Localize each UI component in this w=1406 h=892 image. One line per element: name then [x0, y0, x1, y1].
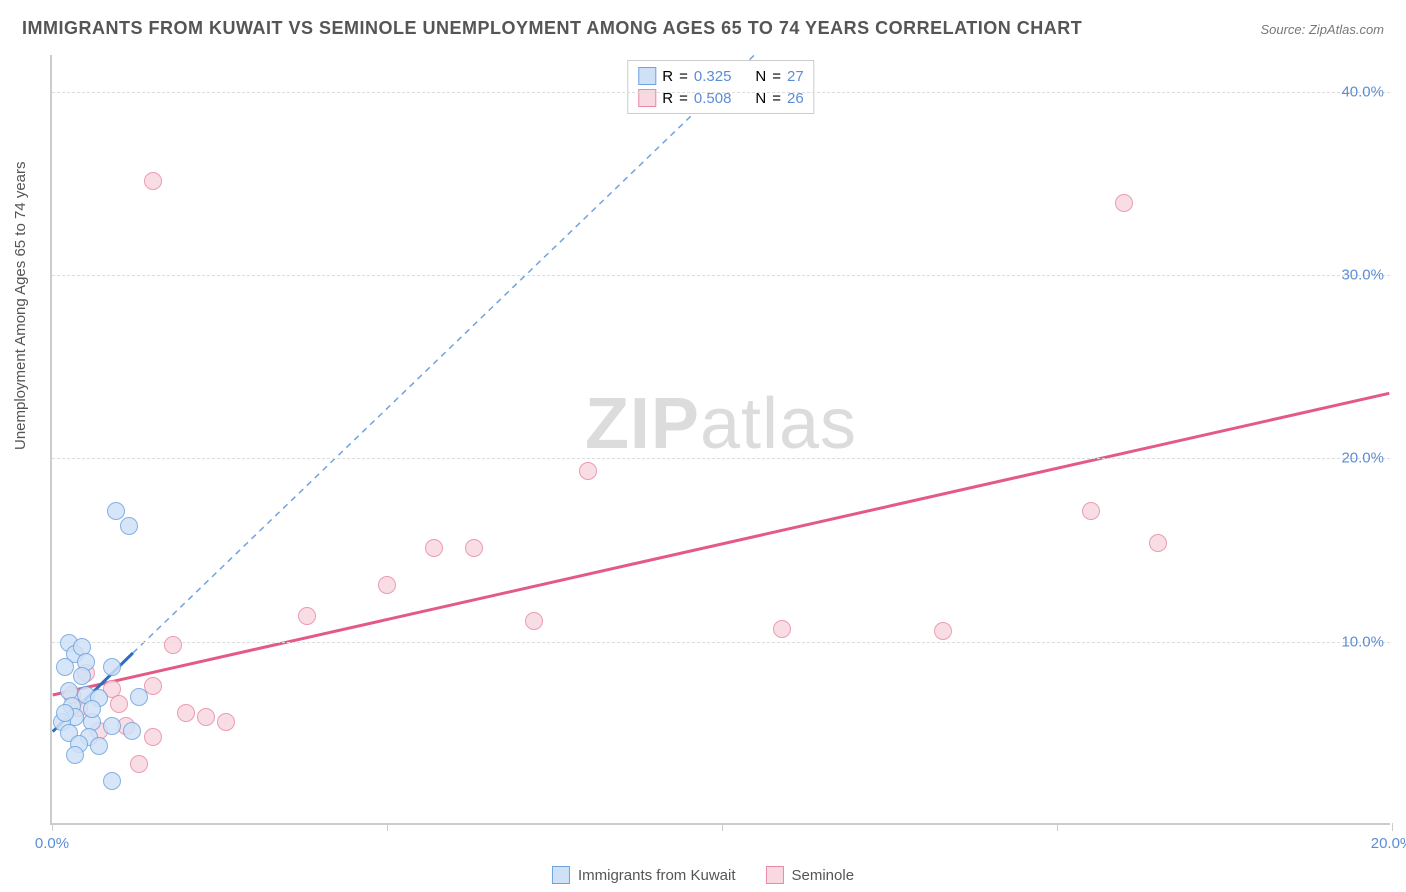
- kuwait-point: [56, 658, 74, 676]
- seminole-point: [130, 755, 148, 773]
- seminole-point: [465, 539, 483, 557]
- eq: =: [772, 68, 781, 85]
- legend-correlation: R = 0.325 N = 27 R = 0.508 N = 26: [627, 60, 814, 114]
- eq: =: [679, 68, 688, 85]
- kuwait-point: [130, 688, 148, 706]
- seminole-point: [579, 462, 597, 480]
- kuwait-point: [103, 717, 121, 735]
- ytick-label: 40.0%: [1341, 83, 1384, 100]
- chart-title: IMMIGRANTS FROM KUWAIT VS SEMINOLE UNEMP…: [22, 18, 1082, 39]
- seminole-point: [144, 172, 162, 190]
- trend-line: [133, 55, 754, 653]
- legend-item-seminole: Seminole: [766, 866, 855, 884]
- gridline: [52, 458, 1390, 459]
- gridline: [52, 275, 1390, 276]
- legend-label-seminole: Seminole: [792, 867, 855, 884]
- watermark: ZIPatlas: [585, 383, 857, 465]
- gridline: [52, 92, 1390, 93]
- seminole-point: [164, 636, 182, 654]
- trend-line: [53, 393, 1390, 695]
- kuwait-point: [103, 658, 121, 676]
- xtick-mark: [722, 823, 723, 831]
- seminole-point: [298, 607, 316, 625]
- xtick-mark: [1057, 823, 1058, 831]
- watermark-bold: ZIP: [585, 384, 700, 464]
- seminole-point: [1149, 534, 1167, 552]
- kuwait-point: [120, 517, 138, 535]
- r-value-kuwait: 0.325: [694, 68, 732, 85]
- seminole-point: [425, 539, 443, 557]
- seminole-point: [1082, 502, 1100, 520]
- gridline: [52, 642, 1390, 643]
- legend-row-seminole: R = 0.508 N = 26: [638, 87, 803, 109]
- seminole-point: [110, 695, 128, 713]
- xtick-mark: [387, 823, 388, 831]
- seminole-point: [177, 704, 195, 722]
- legend-row-kuwait: R = 0.325 N = 27: [638, 65, 803, 87]
- kuwait-point: [90, 737, 108, 755]
- ytick-label: 10.0%: [1341, 633, 1384, 650]
- source-label: Source: ZipAtlas.com: [1260, 22, 1384, 37]
- ytick-label: 30.0%: [1341, 267, 1384, 284]
- kuwait-point: [103, 772, 121, 790]
- swatch-seminole: [766, 866, 784, 884]
- seminole-point: [525, 612, 543, 630]
- kuwait-point: [56, 704, 74, 722]
- kuwait-point: [107, 502, 125, 520]
- kuwait-point: [83, 700, 101, 718]
- xtick-mark: [1392, 823, 1393, 831]
- xtick-mark: [52, 823, 53, 831]
- y-axis-label: Unemployment Among Ages 65 to 74 years: [12, 161, 29, 450]
- r-label: R: [662, 68, 673, 85]
- kuwait-point: [123, 722, 141, 740]
- legend-label-kuwait: Immigrants from Kuwait: [578, 867, 736, 884]
- legend-series: Immigrants from Kuwait Seminole: [552, 866, 854, 884]
- xtick-label: 0.0%: [35, 835, 69, 852]
- kuwait-point: [66, 746, 84, 764]
- n-label: N: [755, 68, 766, 85]
- seminole-point: [144, 728, 162, 746]
- n-value-kuwait: 27: [787, 68, 804, 85]
- seminole-point: [1115, 194, 1133, 212]
- kuwait-point: [73, 667, 91, 685]
- seminole-point: [217, 713, 235, 731]
- watermark-light: atlas: [700, 384, 857, 464]
- swatch-kuwait: [638, 67, 656, 85]
- seminole-point: [197, 708, 215, 726]
- plot-area: ZIPatlas R = 0.325 N = 27 R = 0.508 N = …: [50, 55, 1390, 825]
- trend-lines-svg: [52, 55, 1390, 823]
- swatch-kuwait: [552, 866, 570, 884]
- seminole-point: [773, 620, 791, 638]
- ytick-label: 20.0%: [1341, 450, 1384, 467]
- seminole-point: [378, 576, 396, 594]
- seminole-point: [934, 622, 952, 640]
- xtick-label: 20.0%: [1371, 835, 1406, 852]
- legend-item-kuwait: Immigrants from Kuwait: [552, 866, 736, 884]
